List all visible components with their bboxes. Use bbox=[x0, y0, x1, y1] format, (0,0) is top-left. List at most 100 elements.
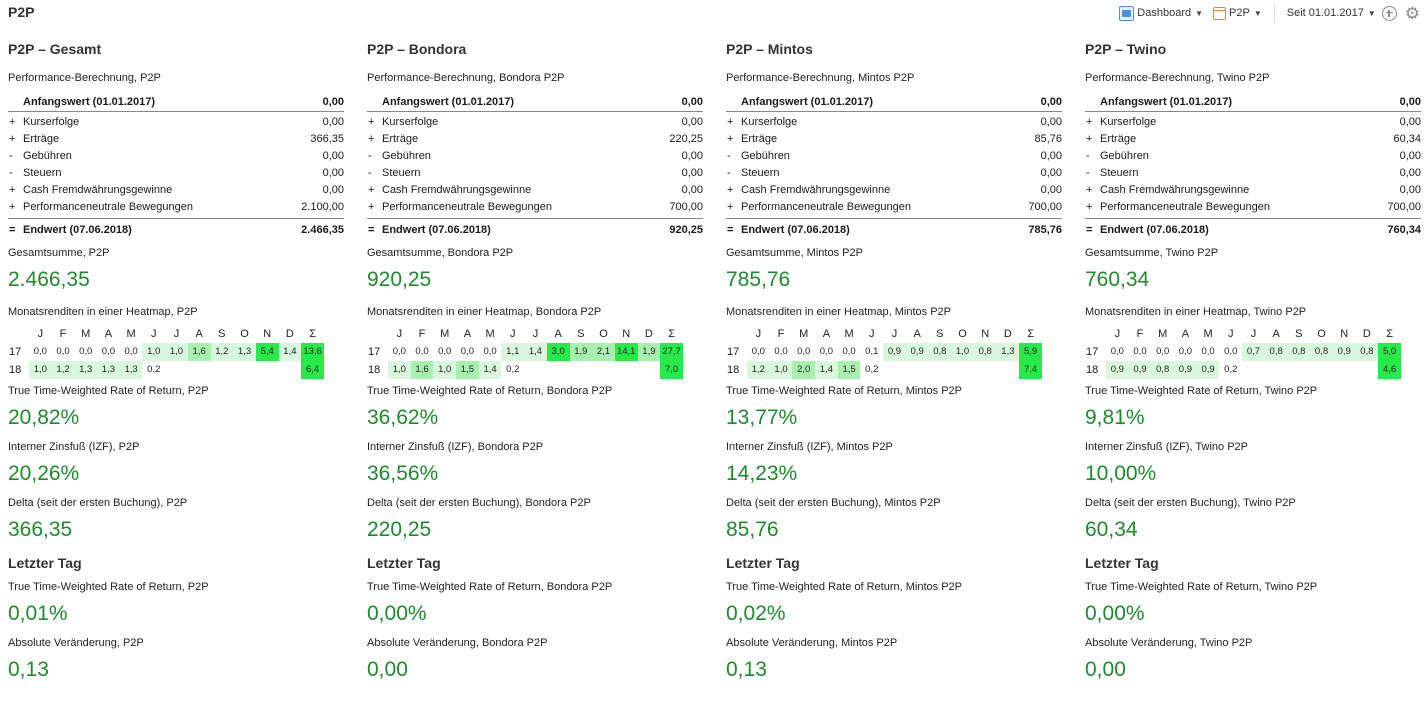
toolbar: Dashboard ▼ P2P ▼ Seit 01.01.2017 ▼ ⚙ bbox=[1119, 4, 1420, 22]
start-value-label: Anfangswert (01.01.2017) bbox=[382, 96, 515, 108]
heatmap-cell: 1,4 bbox=[815, 361, 838, 379]
heatmap-month-label: D bbox=[285, 328, 294, 340]
heatmap-cell: 0,8 bbox=[1287, 343, 1311, 361]
perf-sign: + bbox=[727, 201, 734, 213]
perf-item-label: Performanceneutrale Bewegungen bbox=[1100, 201, 1271, 213]
heatmap-month-label: A bbox=[913, 328, 921, 340]
gear-icon[interactable]: ⚙ bbox=[1404, 3, 1420, 23]
plus-icon[interactable] bbox=[1381, 5, 1397, 21]
perf-item-label: Performanceneutrale Bewegungen bbox=[23, 201, 194, 213]
heatmap-cell: 0,0 bbox=[438, 346, 452, 357]
heatmap-month-label: S bbox=[1295, 328, 1303, 340]
perf-row: - Gebühren 0,00 bbox=[8, 148, 344, 165]
heatmap-month-label: Σ bbox=[309, 328, 316, 340]
heatmap-cell bbox=[951, 361, 974, 379]
heatmap-month-label: A bbox=[1272, 328, 1280, 340]
period-dropdown[interactable]: Seit 01.01.2017 ▼ bbox=[1287, 7, 1376, 19]
end-value: 920,25 bbox=[669, 224, 703, 236]
heatmap-month-label: M bbox=[440, 328, 450, 340]
perf-sign: + bbox=[368, 133, 375, 145]
ttwror-label: True Time-Weighted Rate of Return, P2P bbox=[8, 385, 209, 397]
portfolio-dropdown[interactable]: P2P ▼ bbox=[1213, 6, 1262, 20]
portfolio-icon bbox=[1213, 6, 1227, 20]
perf-row: + Kurserfolge 0,00 bbox=[1085, 114, 1421, 131]
heatmap-cell: 13,6 bbox=[301, 343, 324, 361]
perf-sign: - bbox=[368, 150, 372, 162]
heatmap-month-label: A bbox=[104, 328, 113, 340]
heatmap-cell: 0,2 bbox=[1224, 364, 1238, 375]
perf-row: + Erträge 220,25 bbox=[367, 131, 703, 148]
chevron-down-icon: ▼ bbox=[1195, 8, 1204, 18]
perf-sign: + bbox=[368, 116, 375, 128]
heatmap-cell: 0,9 bbox=[883, 343, 906, 361]
heatmap-cell bbox=[615, 361, 638, 379]
heatmap-cell: 0,9 bbox=[1332, 343, 1356, 361]
absolute-change-value: 0,00 bbox=[1085, 658, 1126, 681]
heatmap-cell: 1,3 bbox=[74, 361, 98, 379]
heatmap-cell: 5,4 bbox=[255, 343, 279, 361]
perf-item-value: 0,00 bbox=[322, 116, 344, 128]
heatmap-month-label: M bbox=[1158, 328, 1168, 340]
heatmap-cell: 0,0 bbox=[1156, 346, 1170, 357]
delta-value: 220,25 bbox=[367, 518, 432, 541]
performance-table: Anfangswert (01.01.2017) 0,00 + Kurserfo… bbox=[8, 92, 344, 240]
start-value: 0,00 bbox=[681, 96, 703, 108]
total-label: Gesamtsumme, P2P bbox=[8, 247, 110, 259]
heatmap-cell: 0,0 bbox=[842, 346, 856, 357]
end-value-row: = Endwert (07.06.2018) 760,34 bbox=[1085, 218, 1421, 240]
last-day-heading: Letzter Tag bbox=[367, 555, 441, 571]
total-value: 760,34 bbox=[1085, 268, 1150, 291]
heatmap-cell: 0,9 bbox=[1174, 361, 1197, 379]
total-label: Gesamtsumme, Bondora P2P bbox=[367, 247, 514, 259]
perf-item-value: 0,00 bbox=[1040, 150, 1062, 162]
perf-sign: - bbox=[368, 167, 372, 179]
heatmap-month-label: O bbox=[240, 328, 249, 340]
heatmap-row: 18 1,2 1,0 2,0 1,4 1,5 0,2 7,4 bbox=[726, 361, 1062, 379]
izf-value: 36,56% bbox=[367, 462, 439, 485]
heatmap-cell: 5,9 bbox=[1019, 343, 1042, 361]
ttwror-value: 13,77% bbox=[726, 406, 798, 429]
last-day-ttwror-value: 0,01% bbox=[8, 602, 68, 625]
heatmap-cell: 1,0 bbox=[388, 361, 411, 379]
izf-label: Interner Zinsfuß (IZF), Mintos P2P bbox=[726, 441, 893, 453]
heatmap-year-label: 18 bbox=[368, 364, 381, 376]
widget-title: P2P – Twino bbox=[1085, 41, 1167, 57]
heatmap-cell: 0,9 bbox=[1106, 361, 1129, 379]
end-value-label: Endwert (07.06.2018) bbox=[382, 224, 491, 236]
heatmap-cell bbox=[1242, 361, 1265, 379]
izf-label: Interner Zinsfuß (IZF), Bondora P2P bbox=[367, 441, 544, 453]
chevron-down-icon: ▼ bbox=[1253, 8, 1262, 18]
perf-item-label: Kurserfolge bbox=[741, 116, 798, 128]
heatmap-label: Monatsrenditen in einer Heatmap, Mintos … bbox=[726, 306, 952, 318]
end-value-row: = Endwert (07.06.2018) 2.466,35 bbox=[8, 218, 344, 240]
perf-row: + Performanceneutrale Bewegungen 700,00 bbox=[367, 199, 703, 216]
widget-title: P2P – Gesamt bbox=[8, 41, 102, 57]
heatmap-month-label: A bbox=[554, 328, 562, 340]
perf-item-label: Cash Fremdwährungsgewinne bbox=[1100, 184, 1250, 196]
heatmap-row: 17 0,0 0,0 0,0 0,0 0,0 1,0 1,0 1,6 1,2 1,3 5,4 1,4 1… bbox=[8, 343, 344, 361]
heatmap-label: Monatsrenditen in einer Heatmap, Bondora… bbox=[367, 306, 602, 318]
heatmap-year-label: 18 bbox=[1086, 364, 1099, 376]
perf-item-value: 0,00 bbox=[1040, 184, 1062, 196]
heatmap-month-label: O bbox=[599, 328, 608, 340]
perf-sign: + bbox=[727, 184, 734, 196]
perf-sign: + bbox=[368, 201, 375, 213]
absolute-change-label: Absolute Veränderung, P2P bbox=[8, 637, 144, 649]
perf-item-label: Kurserfolge bbox=[23, 116, 80, 128]
absolute-change-label: Absolute Veränderung, Bondora P2P bbox=[367, 637, 548, 649]
heatmap-month-label: J bbox=[1250, 328, 1257, 340]
heatmap-cell: 0,0 bbox=[483, 346, 497, 357]
dashboard-dropdown[interactable]: Dashboard ▼ bbox=[1119, 5, 1204, 21]
perf-row: + Cash Fremdwährungsgewinne 0,00 bbox=[8, 182, 344, 199]
perf-item-label: Gebühren bbox=[1100, 150, 1149, 162]
heatmap-year-label: 17 bbox=[1086, 346, 1099, 358]
widget-column: P2P – Twino Performance-Berechnung, Twin… bbox=[1085, 38, 1421, 684]
heatmap-cell: 0,9 bbox=[905, 343, 929, 361]
heatmap-label: Monatsrenditen in einer Heatmap, Twino P… bbox=[1085, 306, 1307, 318]
heatmap-cell bbox=[279, 361, 302, 379]
start-value-row: Anfangswert (01.01.2017) 0,00 bbox=[1085, 92, 1421, 112]
heatmap-cell: 0,0 bbox=[797, 346, 811, 357]
heatmap-cell: 1,3 bbox=[233, 343, 256, 361]
perf-row: - Gebühren 0,00 bbox=[1085, 148, 1421, 165]
